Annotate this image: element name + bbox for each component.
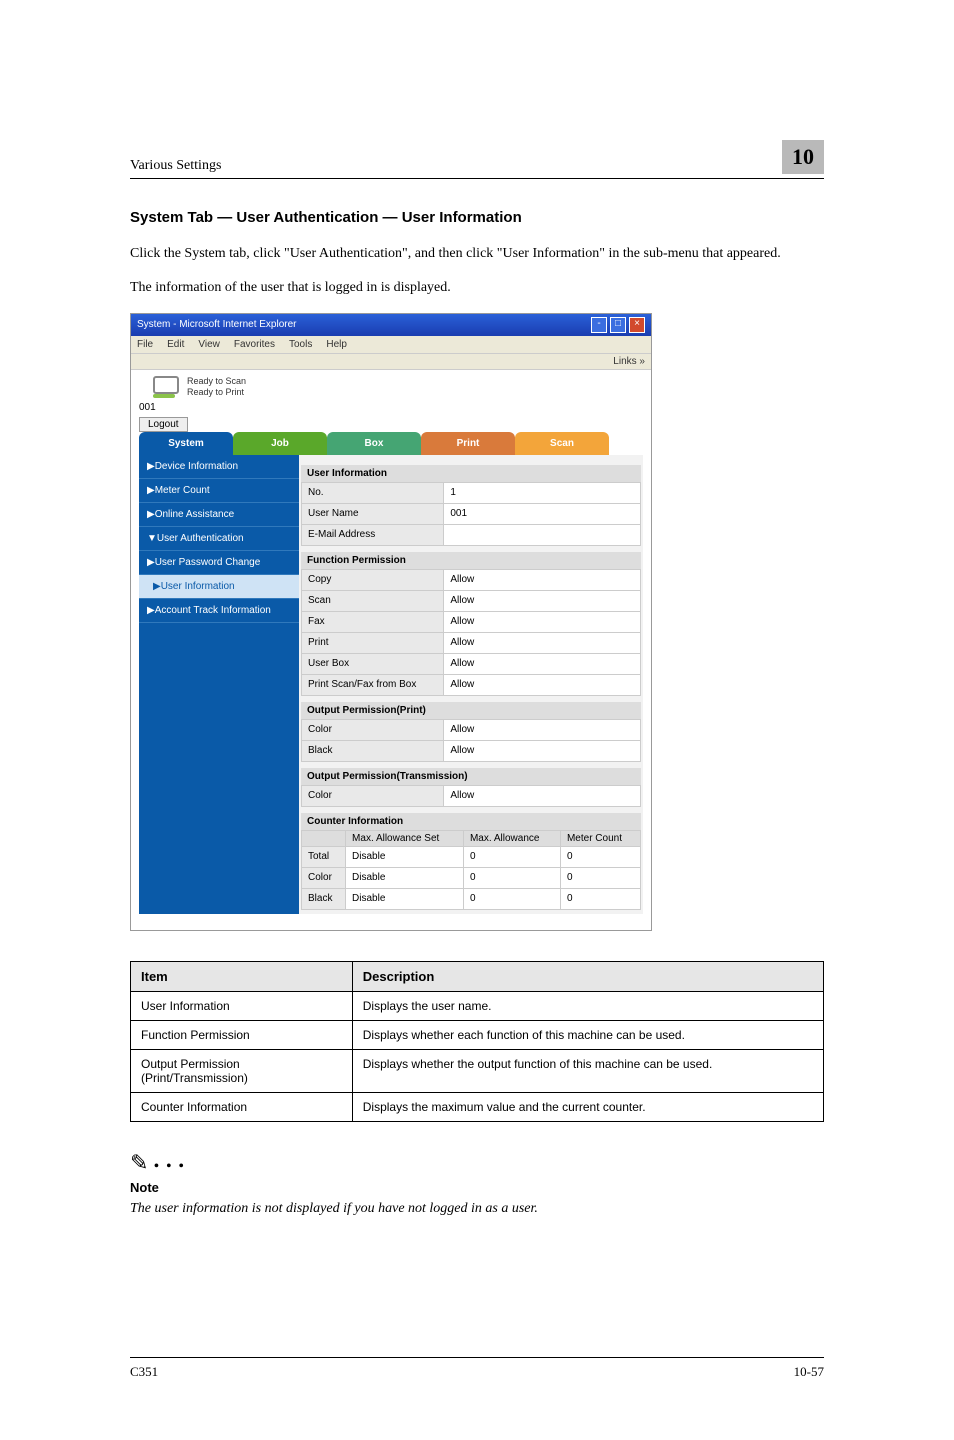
label-out-trans-color: Color xyxy=(302,785,444,806)
menu-tools[interactable]: Tools xyxy=(289,339,312,350)
note-icon: ✎ xyxy=(130,1150,148,1175)
footer-model: C351 xyxy=(130,1364,158,1380)
counter-row-total-set: Disable xyxy=(346,846,464,867)
menu-view[interactable]: View xyxy=(198,339,220,350)
tab-job[interactable]: Job xyxy=(233,432,327,455)
sidebar-item-user-password-change[interactable]: ▶User Password Change xyxy=(139,551,299,575)
label-scan: Scan xyxy=(302,590,444,611)
counter-row-color-set: Disable xyxy=(346,867,464,888)
doc-table-cell: Displays the maximum value and the curre… xyxy=(352,1092,823,1121)
counter-row-black-allow: 0 xyxy=(463,888,560,909)
value-no: 1 xyxy=(444,482,641,503)
section-header: Various Settings xyxy=(130,158,221,174)
printer-status-icon xyxy=(151,376,179,398)
label-email: E-Mail Address xyxy=(302,524,444,545)
counter-row-total-meter: 0 xyxy=(560,846,640,867)
panel-output-permission-transmission-header: Output Permission(Transmission) xyxy=(301,768,641,785)
counter-header-blank xyxy=(302,830,346,846)
label-copy: Copy xyxy=(302,569,444,590)
sidebar-item-device-info[interactable]: ▶Device Information xyxy=(139,455,299,479)
counter-row-black-set: Disable xyxy=(346,888,464,909)
sidebar: ▶Device Information ▶Meter Count ▶Online… xyxy=(139,455,299,914)
value-scan: Allow xyxy=(444,590,641,611)
tab-scan[interactable]: Scan xyxy=(515,432,609,455)
label-print: Print xyxy=(302,632,444,653)
counter-row-color-allow: 0 xyxy=(463,867,560,888)
sidebar-item-account-track[interactable]: ▶Account Track Information xyxy=(139,599,299,623)
panel-counter-information-header: Counter Information xyxy=(301,813,641,830)
value-fax: Allow xyxy=(444,611,641,632)
menu-help[interactable]: Help xyxy=(326,339,347,350)
logout-button[interactable]: Logout xyxy=(139,417,188,432)
counter-header-max-allow: Max. Allowance xyxy=(463,830,560,846)
doc-table-cell: User Information xyxy=(131,991,353,1020)
sidebar-item-meter-count[interactable]: ▶Meter Count xyxy=(139,479,299,503)
paragraph-1: Click the System tab, click "User Authen… xyxy=(130,244,824,264)
value-out-print-black: Allow xyxy=(444,740,641,761)
counter-header-meter-count: Meter Count xyxy=(560,830,640,846)
label-user-box: User Box xyxy=(302,653,444,674)
panel-function-permission-header: Function Permission xyxy=(301,552,641,569)
sidebar-item-online-assistance[interactable]: ▶Online Assistance xyxy=(139,503,299,527)
status-line-1: Ready to Scan xyxy=(187,376,246,387)
close-icon[interactable]: × xyxy=(629,317,645,333)
sidebar-item-user-authentication[interactable]: ▼User Authentication xyxy=(139,527,299,551)
panel-user-information-header: User Information xyxy=(301,465,641,482)
tab-system[interactable]: System xyxy=(139,432,233,455)
paragraph-2: The information of the user that is logg… xyxy=(130,278,824,298)
label-out-print-black: Black xyxy=(302,740,444,761)
maximize-icon[interactable]: □ xyxy=(610,317,626,333)
counter-row-color-meter: 0 xyxy=(560,867,640,888)
status-line-2: Ready to Print xyxy=(187,387,246,398)
value-out-trans-color: Allow xyxy=(444,785,641,806)
tab-print[interactable]: Print xyxy=(421,432,515,455)
note-dots: • • • xyxy=(148,1159,185,1174)
label-print-scan-fax-from-box: Print Scan/Fax from Box xyxy=(302,674,444,695)
counter-header-max-allow-set: Max. Allowance Set xyxy=(346,830,464,846)
label-no: No. xyxy=(302,482,444,503)
value-copy: Allow xyxy=(444,569,641,590)
note-text: The user information is not displayed if… xyxy=(130,1201,824,1217)
value-out-print-color: Allow xyxy=(444,719,641,740)
footer-page: 10-57 xyxy=(794,1364,824,1380)
counter-row-black-meter: 0 xyxy=(560,888,640,909)
value-print: Allow xyxy=(444,632,641,653)
doc-table-header-item: Item xyxy=(131,961,353,991)
doc-table-header-description: Description xyxy=(352,961,823,991)
counter-row-total-label: Total xyxy=(302,846,346,867)
menu-edit[interactable]: Edit xyxy=(167,339,184,350)
value-user-name: 001 xyxy=(444,503,641,524)
value-email xyxy=(444,524,641,545)
chapter-number: 10 xyxy=(782,140,824,174)
counter-row-black-label: Black xyxy=(302,888,346,909)
screenshot-browser-window: System - Microsoft Internet Explorer - □… xyxy=(130,313,652,931)
panel-output-permission-print-header: Output Permission(Print) xyxy=(301,702,641,719)
user-id-label: 001 xyxy=(131,402,651,413)
counter-row-total-allow: 0 xyxy=(463,846,560,867)
tab-box[interactable]: Box xyxy=(327,432,421,455)
doc-table-cell: Displays whether each function of this m… xyxy=(352,1020,823,1049)
description-table: Item Description User Information Displa… xyxy=(130,961,824,1122)
doc-table-cell: Counter Information xyxy=(131,1092,353,1121)
minimize-icon[interactable]: - xyxy=(591,317,607,333)
sidebar-item-user-information[interactable]: ▶User Information xyxy=(139,575,299,599)
value-user-box: Allow xyxy=(444,653,641,674)
doc-table-cell: Function Permission xyxy=(131,1020,353,1049)
doc-table-cell: Displays whether the output function of … xyxy=(352,1049,823,1092)
links-label[interactable]: Links xyxy=(613,356,636,367)
page-title: System Tab — User Authentication — User … xyxy=(130,209,824,226)
doc-table-cell: Output Permission (Print/Transmission) xyxy=(131,1049,353,1092)
doc-table-cell: Displays the user name. xyxy=(352,991,823,1020)
label-user-name: User Name xyxy=(302,503,444,524)
label-out-print-color: Color xyxy=(302,719,444,740)
label-fax: Fax xyxy=(302,611,444,632)
window-title: System - Microsoft Internet Explorer xyxy=(137,319,297,330)
value-print-scan-fax-from-box: Allow xyxy=(444,674,641,695)
menu-file[interactable]: File xyxy=(137,339,153,350)
note-label: Note xyxy=(130,1180,824,1195)
counter-row-color-label: Color xyxy=(302,867,346,888)
menu-favorites[interactable]: Favorites xyxy=(234,339,275,350)
